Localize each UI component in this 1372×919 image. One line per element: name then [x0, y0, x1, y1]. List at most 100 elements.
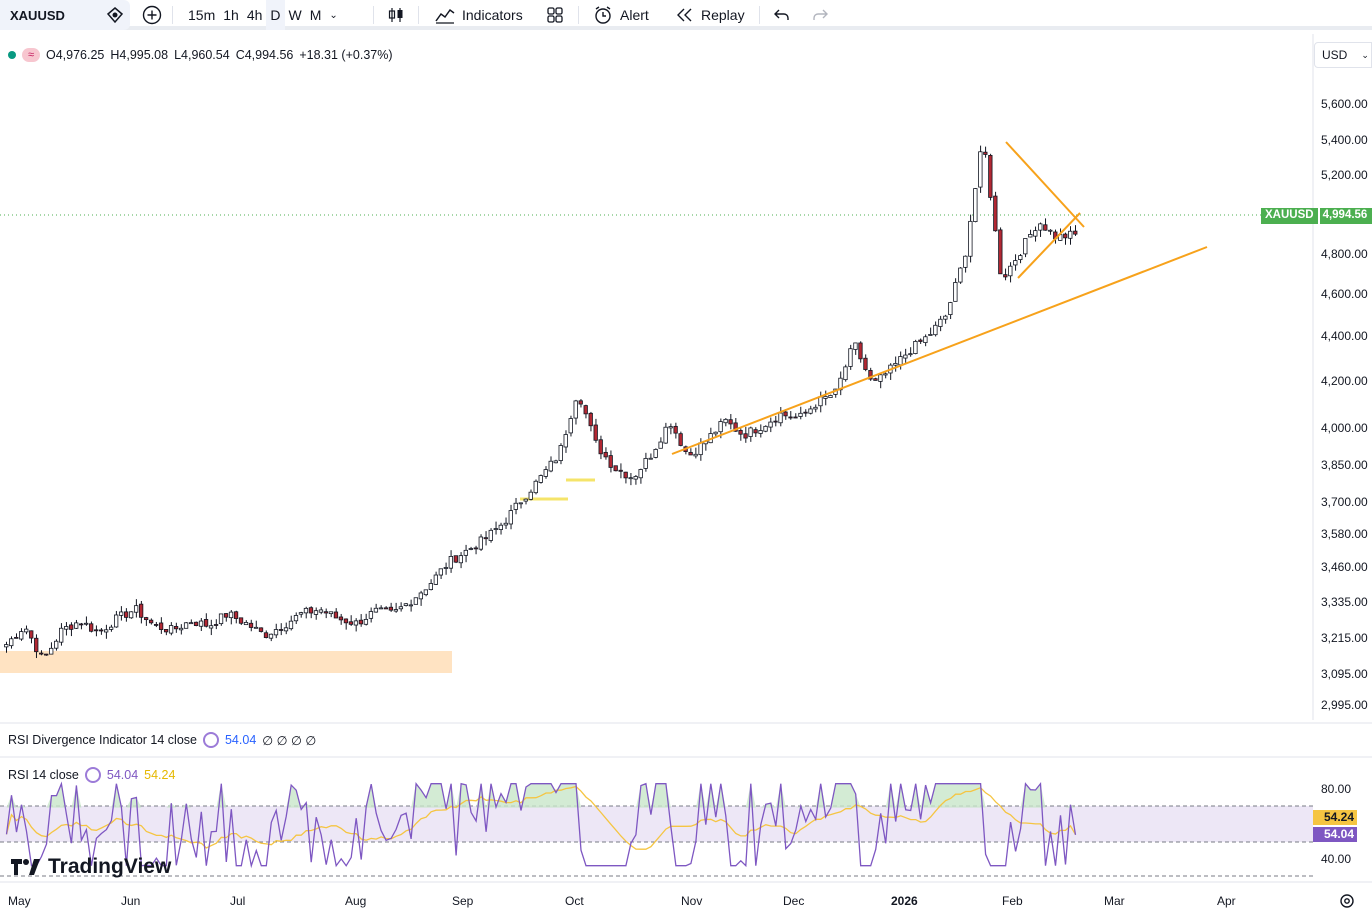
- candle-body: [873, 378, 878, 381]
- candle-body: [403, 603, 409, 606]
- price-axis-label: 5,200.00: [1321, 168, 1368, 182]
- candle-body: [658, 441, 663, 449]
- rsi-divergence-title[interactable]: RSI Divergence Indicator 14 close: [8, 733, 197, 747]
- candle-body: [943, 315, 948, 320]
- chevron-down-icon[interactable]: ⌄: [329, 9, 338, 21]
- rsi-value-tag: 54.04: [1313, 827, 1357, 842]
- candle-body: [143, 617, 149, 621]
- candle-body: [968, 220, 973, 257]
- candle-body: [1038, 223, 1043, 231]
- top-toolbar: XAUUSD 15m 1h 4h D W M ⌄ Indicators Aler…: [0, 0, 1372, 30]
- candle-body: [39, 652, 44, 655]
- currency-select[interactable]: USD ⌄: [1314, 42, 1372, 68]
- refresh-icon[interactable]: [84, 767, 101, 783]
- candle-body: [813, 406, 818, 410]
- indicators-button[interactable]: Indicators: [434, 0, 523, 30]
- candle-body: [728, 419, 733, 425]
- rsi-axis-label: 80.00: [1321, 782, 1352, 796]
- wave-icon[interactable]: ≈: [22, 48, 40, 62]
- candle-body: [478, 536, 483, 550]
- timeframe-15m[interactable]: 15m: [188, 7, 216, 23]
- candle-body: [768, 421, 773, 428]
- candle-body: [788, 416, 793, 419]
- timeframe-w[interactable]: W: [288, 7, 302, 23]
- price-axis-label: 3,850.00: [1321, 458, 1368, 472]
- add-symbol-icon[interactable]: [141, 0, 163, 30]
- undo-icon[interactable]: [772, 0, 792, 30]
- candle-body: [463, 549, 468, 556]
- candle-body: [783, 411, 788, 417]
- candle-body: [253, 626, 259, 629]
- candle-body: [64, 626, 69, 630]
- candle-body: [123, 611, 129, 618]
- candle-body: [653, 449, 658, 458]
- candle-body: [578, 400, 583, 405]
- timeframe-d[interactable]: D: [266, 0, 285, 30]
- open-value: O4,976.25: [46, 48, 105, 62]
- candle-body: [1033, 230, 1038, 237]
- candle-body: [323, 611, 329, 614]
- candle-body: [373, 607, 379, 613]
- candle-body: [548, 460, 553, 472]
- candle-body: [798, 412, 803, 417]
- price-axis-label: 3,335.00: [1321, 595, 1368, 609]
- candle-body: [19, 631, 24, 640]
- candle-body: [758, 430, 763, 434]
- redo-icon[interactable]: [810, 0, 830, 30]
- low-value: L4,960.54: [174, 48, 230, 62]
- candle-body: [843, 366, 848, 381]
- candle-body: [353, 620, 359, 626]
- candle-body: [368, 611, 374, 619]
- time-axis-label: Oct: [565, 894, 584, 908]
- candle-body: [54, 640, 59, 649]
- candle-body: [983, 151, 988, 155]
- candle-body: [563, 434, 568, 448]
- rsi-axis-label: 40.00: [1321, 852, 1352, 866]
- candle-body: [438, 568, 443, 576]
- settings-icon[interactable]: [1338, 892, 1356, 915]
- alert-button[interactable]: Alert: [592, 0, 649, 30]
- candle-body: [308, 607, 314, 614]
- time-axis-label: Aug: [345, 894, 367, 908]
- time-axis-label: Nov: [681, 894, 703, 908]
- price-axis-label: 4,000.00: [1321, 421, 1368, 435]
- candle-body: [928, 334, 933, 336]
- candle-body: [518, 502, 523, 505]
- candle-body: [723, 418, 728, 424]
- candle-body: [298, 612, 304, 615]
- rsi-title[interactable]: RSI 14 close: [8, 768, 79, 782]
- rsi-band: [0, 806, 1313, 842]
- candle-body: [118, 611, 124, 616]
- timeframe-4h[interactable]: 4h: [246, 7, 263, 23]
- candle-body: [84, 622, 89, 625]
- candle-body: [903, 354, 908, 359]
- timeframe-m[interactable]: M: [309, 7, 322, 23]
- candle-body: [668, 426, 673, 429]
- candle-body: [333, 611, 339, 619]
- refresh-icon[interactable]: [202, 732, 219, 748]
- candle-body: [858, 342, 863, 360]
- compare-icon[interactable]: [105, 0, 125, 30]
- candle-body: [218, 613, 224, 625]
- symbol-label[interactable]: XAUUSD: [10, 7, 65, 23]
- support-zone: [0, 651, 452, 673]
- candle-body: [273, 629, 279, 636]
- candle-body: [29, 630, 34, 639]
- candle-body: [1008, 265, 1013, 277]
- layout-icon[interactable]: [545, 0, 565, 30]
- replay-button[interactable]: Replay: [675, 0, 745, 30]
- candle-body: [468, 548, 473, 550]
- candle-body: [633, 476, 638, 480]
- timeframe-1h[interactable]: 1h: [223, 7, 239, 23]
- candles-icon[interactable]: [386, 0, 406, 30]
- candle-body: [74, 622, 79, 629]
- price-axis-label: 2,995.00: [1321, 698, 1368, 712]
- candle-body: [663, 426, 668, 444]
- rsi-ma-line: [5, 785, 1077, 850]
- candle-body: [868, 370, 873, 380]
- candle-body: [738, 430, 743, 435]
- candle-body: [583, 405, 588, 415]
- candle-body: [863, 357, 868, 370]
- rsi-divergence-value: 54.04: [224, 733, 257, 747]
